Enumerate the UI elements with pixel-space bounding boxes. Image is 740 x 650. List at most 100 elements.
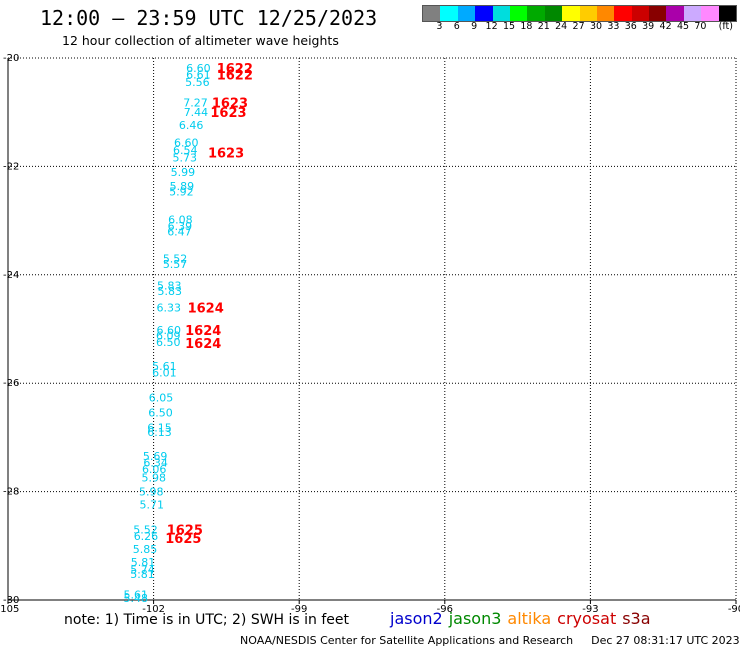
wave-height-label: 6.34 bbox=[143, 456, 168, 469]
wave-height-label: 5.61 bbox=[152, 360, 177, 373]
pass-time-label: 1625 bbox=[165, 532, 201, 547]
legend-label: (ft) bbox=[718, 21, 733, 32]
wave-height-label: 5.89 bbox=[170, 180, 195, 193]
legend-swatch bbox=[579, 6, 597, 21]
legend-label: 45 bbox=[676, 21, 690, 32]
pass-time-label: 1622 bbox=[217, 68, 253, 83]
legend-label: 3 bbox=[436, 21, 443, 32]
legend-swatch bbox=[423, 6, 441, 21]
pass-time-label: 1623 bbox=[210, 106, 246, 121]
y-tick-label: -28 bbox=[3, 487, 19, 498]
wave-height-label: 5.92 bbox=[169, 185, 194, 198]
legend-swatch bbox=[631, 6, 650, 21]
legend-label: 15 bbox=[502, 21, 516, 32]
legend-label: 33 bbox=[607, 21, 620, 32]
wave-height-label: 5.52 bbox=[133, 524, 158, 537]
wave-height-label: 6.50 bbox=[156, 336, 181, 349]
wave-height-label: 5.73 bbox=[173, 152, 198, 165]
y-tick-label: -22 bbox=[3, 161, 19, 172]
legend-swatch bbox=[509, 6, 528, 21]
legend-label: 30 bbox=[589, 21, 603, 32]
satellite-name: cryosat bbox=[557, 609, 617, 628]
wave-height-label: 6.50 bbox=[148, 406, 173, 419]
legend-swatch bbox=[544, 6, 563, 21]
legend-label: 9 bbox=[471, 21, 478, 32]
wave-height-label: 5.61 bbox=[124, 589, 149, 602]
legend-swatch bbox=[440, 6, 458, 21]
satellite-list: jason2 jason3 altika cryosat s3a bbox=[390, 609, 657, 628]
x-tick-label: -93 bbox=[582, 604, 598, 615]
credit-text: NOAA/NESDIS Center for Satellite Applica… bbox=[240, 634, 574, 647]
legend-swatch bbox=[666, 6, 684, 21]
wave-height-label: 5.71 bbox=[140, 499, 165, 512]
wave-height-label: 5.74 bbox=[130, 564, 155, 577]
legend-swatch bbox=[614, 6, 632, 21]
wave-height-label: 5.98 bbox=[141, 472, 166, 485]
legend-swatch bbox=[701, 6, 719, 21]
wave-height-label: 6.26 bbox=[134, 530, 159, 543]
pass-time-label: 1623 bbox=[208, 146, 244, 161]
wave-height-label: 6.06 bbox=[142, 463, 167, 476]
legend-swatch bbox=[649, 6, 667, 21]
legend-label: 70 bbox=[694, 21, 707, 32]
wave-height-label: 5.57 bbox=[163, 258, 188, 271]
chart-subtitle: 12 hour collection of altimeter wave hei… bbox=[62, 33, 339, 48]
legend-swatch bbox=[596, 6, 615, 21]
wave-height-label: 6.47 bbox=[167, 225, 192, 238]
wave-height-label: 6.01 bbox=[152, 366, 177, 379]
wave-height-label: 5.81 bbox=[130, 568, 155, 581]
pass-time-label: 1624 bbox=[185, 337, 221, 352]
legend-label: 12 bbox=[485, 21, 498, 32]
color-scale-labels: 3 6 9 12 15 18 21 24 27 30 33 36 39 42 45 70 (ft) bbox=[422, 21, 740, 33]
wave-height-label: 5.52 bbox=[163, 253, 188, 266]
wave-height-label: 5.56 bbox=[185, 76, 210, 89]
legend-swatch bbox=[683, 6, 702, 21]
legend-label: 39 bbox=[642, 21, 655, 32]
y-tick-label: -20 bbox=[3, 53, 19, 64]
wave-height-label: 5.99 bbox=[171, 166, 196, 179]
satellite-name: s3a bbox=[622, 609, 651, 628]
generation-timestamp: Dec 27 08:31:17 UTC 2023 bbox=[591, 634, 740, 647]
legend-swatch bbox=[562, 6, 580, 21]
y-tick-label: -30 bbox=[3, 595, 19, 606]
wave-height-label: 7.27 bbox=[183, 96, 208, 109]
wave-height-label: 6.54 bbox=[173, 144, 198, 157]
legend-swatch bbox=[457, 6, 476, 21]
color-scale-legend bbox=[422, 5, 738, 22]
wave-height-label: 6.39 bbox=[168, 220, 193, 233]
pass-time-label: 1624 bbox=[185, 324, 221, 339]
pass-time-label: 1624 bbox=[188, 301, 224, 316]
pass-time-label: 1625 bbox=[167, 524, 203, 539]
satellite-name: altika bbox=[507, 609, 552, 628]
legend-swatch bbox=[718, 6, 737, 21]
wave-height-label: 6.60 bbox=[186, 62, 211, 75]
wave-height-label: 5.83 bbox=[157, 285, 182, 298]
legend-label: 42 bbox=[659, 21, 672, 32]
wave-height-label: 5.85 bbox=[133, 543, 158, 556]
wave-height-label: 5.81 bbox=[131, 556, 156, 569]
wave-height-label: 7.44 bbox=[184, 106, 209, 119]
legend-swatch bbox=[527, 6, 545, 21]
wave-height-label: 6.61 bbox=[186, 68, 211, 81]
wave-height-label: 6.09 bbox=[156, 330, 181, 343]
x-tick-label: -102 bbox=[142, 604, 165, 615]
footer-note: note: 1) Time is in UTC; 2) SWH is in fe… bbox=[64, 612, 350, 628]
legend-swatch bbox=[475, 6, 493, 21]
pass-time-label: 1623 bbox=[212, 96, 248, 111]
chart-title: 12:00 — 23:59 UTC 12/25/2023 bbox=[40, 6, 378, 30]
legend-label: 27 bbox=[572, 21, 585, 32]
wave-height-label: 5.69 bbox=[143, 450, 168, 463]
x-tick-label: -99 bbox=[291, 604, 307, 615]
wave-height-label: 5.83 bbox=[157, 280, 182, 293]
x-tick-label: -96 bbox=[437, 604, 453, 615]
wave-height-label: 6.60 bbox=[174, 137, 199, 150]
x-tick-label: -105 bbox=[0, 604, 19, 615]
y-tick-label: -26 bbox=[3, 378, 19, 389]
y-tick-label: -24 bbox=[3, 270, 19, 281]
legend-label: 6 bbox=[453, 21, 460, 32]
legend-swatch bbox=[492, 6, 510, 21]
legend-label: 36 bbox=[624, 21, 637, 32]
wave-height-label: 6.13 bbox=[147, 426, 172, 439]
wave-height-label: 5.98 bbox=[139, 486, 164, 499]
